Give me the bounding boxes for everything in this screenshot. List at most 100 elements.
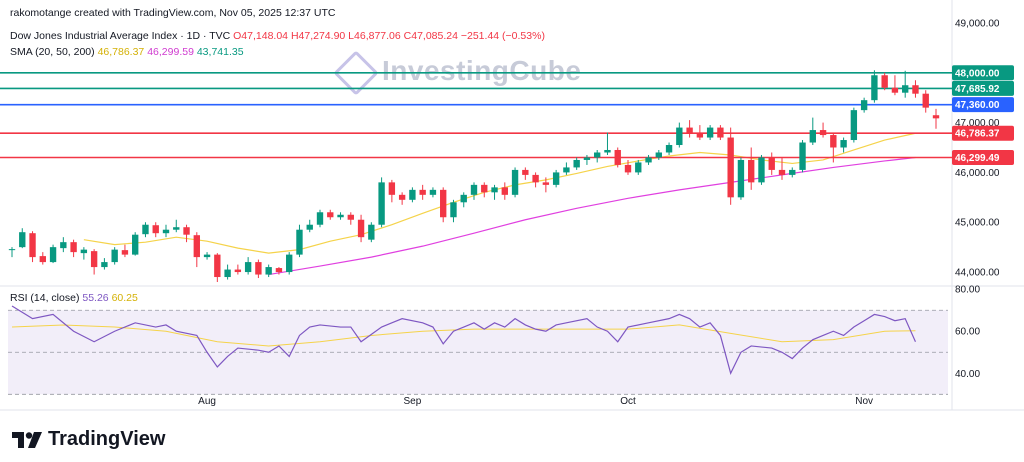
candle-body <box>470 184 478 195</box>
level-price-tag-bg <box>952 97 1014 113</box>
candle-body <box>368 224 375 240</box>
candle-body <box>891 87 899 93</box>
candle-body <box>142 224 149 235</box>
level-price-tag: 47,685.92 <box>955 84 1000 95</box>
price-tick-label: 44,000.00 <box>955 268 1000 279</box>
candle-body <box>645 157 652 163</box>
candle-body <box>850 110 858 141</box>
candle-body <box>706 127 714 138</box>
rsi-label[interactable]: RSI (14, close) <box>10 292 80 304</box>
candle-body <box>727 137 734 198</box>
candle-body <box>316 212 324 225</box>
level-price-tag: 46,786.37 <box>955 129 1000 140</box>
candle-body <box>49 247 57 263</box>
candle-body <box>419 189 426 195</box>
candle-body <box>306 224 313 230</box>
candle-body <box>737 159 745 198</box>
candle-body <box>912 85 919 94</box>
symbol-name[interactable]: Dow Jones Industrial Average Index · 1D … <box>10 30 231 42</box>
candle-body <box>676 127 683 146</box>
level-price-tag-bg <box>952 65 1014 81</box>
sma-label[interactable]: SMA (20, 50, 200) <box>10 46 95 58</box>
candle-body <box>460 194 467 203</box>
candle-body <box>111 249 118 263</box>
price-tick-label: 45,000.00 <box>955 218 1000 229</box>
candle-body <box>830 135 837 148</box>
candle-body <box>758 157 765 183</box>
candle-body <box>327 212 334 218</box>
candle-body <box>388 182 396 195</box>
time-tick-label: Sep <box>404 396 422 407</box>
candle-body <box>665 145 673 153</box>
rsi-ma-value: 60.25 <box>111 292 138 304</box>
price-tick-label: 47,000.00 <box>955 118 1000 129</box>
candle-body <box>224 269 231 278</box>
time-tick-label: Aug <box>198 396 216 407</box>
candle-body <box>799 142 806 170</box>
candle-body <box>183 227 190 235</box>
candle-body <box>748 159 755 183</box>
candle-body <box>60 242 67 249</box>
rsi-line <box>11 305 917 375</box>
candle-body <box>234 269 242 273</box>
candle-body <box>244 262 252 273</box>
level-price-tag: 47,360.00 <box>955 100 1000 111</box>
candle-body <box>378 182 385 225</box>
candle-body <box>429 189 437 195</box>
sma20-line <box>83 132 916 254</box>
price-tick-label: 49,000.00 <box>955 18 1000 29</box>
candle-body <box>563 167 570 173</box>
candle-body <box>604 149 611 153</box>
tradingview-logo-icon <box>12 431 42 448</box>
rsi-tick-label: 40.00 <box>955 369 980 380</box>
sma200-value: 43,741.35 <box>196 46 244 58</box>
candle-body <box>80 249 88 254</box>
candle-body <box>860 100 868 111</box>
candle-body <box>347 214 354 220</box>
candle-body <box>573 159 580 168</box>
candle-body <box>594 152 601 158</box>
level-price-tag-bg <box>952 125 1014 141</box>
sma-legend: SMA (20, 50, 200) 46,786.37 46,299.59 43… <box>10 46 244 58</box>
price-tick-label: 46,000.00 <box>955 168 1000 179</box>
candle-body <box>583 157 591 160</box>
candle-body <box>8 249 16 251</box>
candle-body <box>450 202 457 218</box>
candle-body <box>696 133 704 138</box>
candle-body <box>511 169 519 195</box>
candle-body <box>686 127 693 134</box>
candle-body <box>481 184 488 193</box>
investingcube-watermark: InvestingCube <box>333 49 581 96</box>
candle-body <box>789 169 796 175</box>
candle-body <box>922 93 929 108</box>
candle-body <box>39 256 46 263</box>
rsi-legend: RSI (14, close) 55.26 60.25 <box>10 292 138 304</box>
candle-body <box>778 169 786 175</box>
candle-body <box>840 140 847 148</box>
candle-body <box>881 75 888 88</box>
candle-body <box>635 162 642 173</box>
candle-body <box>871 75 878 101</box>
candle-body <box>296 229 303 255</box>
candle-body <box>491 187 498 193</box>
candle-body <box>214 254 221 278</box>
ohlc-high: H47,274.90 <box>290 30 346 42</box>
ohlc-open: O47,148.04 <box>233 30 289 42</box>
candle-body <box>522 169 529 175</box>
candle-body <box>357 219 365 238</box>
rsi-tick-label: 80.00 <box>955 285 980 296</box>
candle-body <box>440 189 447 218</box>
rsi-ma-line <box>11 324 916 347</box>
candle-body <box>173 227 180 230</box>
sma50-value: 46,299.59 <box>147 46 194 58</box>
level-price-tag-bg <box>952 80 1014 96</box>
candle-body <box>624 164 632 173</box>
candle-body <box>286 254 293 273</box>
candle-body <box>501 187 508 195</box>
candle-body <box>70 242 77 253</box>
candle-body <box>193 235 200 258</box>
time-tick-label: Oct <box>620 396 636 407</box>
ohlc-change: −251.44 (−0.53%) <box>460 30 545 42</box>
candle-body <box>902 85 909 93</box>
